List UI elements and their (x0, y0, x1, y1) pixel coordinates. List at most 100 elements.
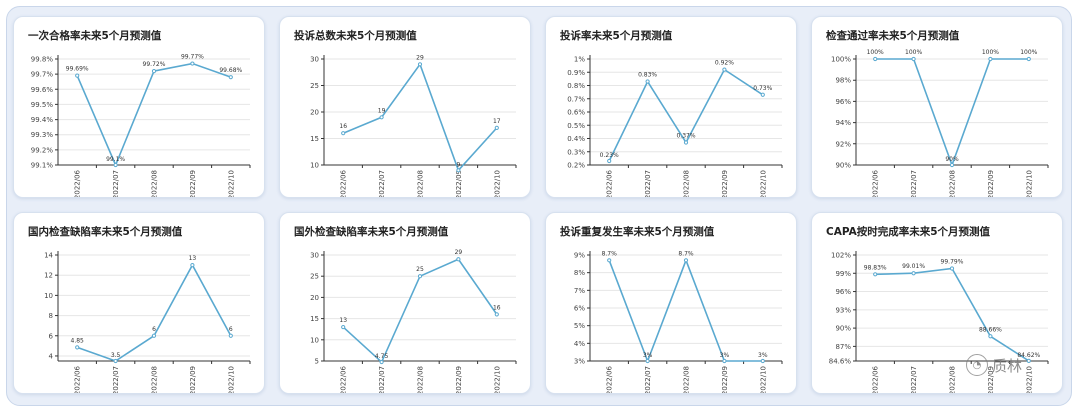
data-point (873, 56, 878, 62)
y-tick-label: 0.5% (567, 122, 585, 130)
y-tick-label: 99% (835, 270, 851, 278)
x-tick-label: 2022/06 (74, 365, 82, 394)
y-tick-label: 92% (835, 140, 851, 148)
y-tick-label: 3% (574, 358, 585, 366)
data-label: 19 (378, 107, 386, 114)
y-tick-label: 25 (310, 273, 319, 281)
y-tick-label: 0.9% (567, 69, 585, 77)
y-tick-label: 0.6% (567, 109, 585, 117)
x-tick-label: 2022/08 (151, 366, 159, 394)
data-label: 6 (229, 326, 233, 333)
data-label: 3.5 (111, 352, 121, 359)
chart-title: 检查通过率未来5个月预测值 (826, 30, 960, 42)
data-label: 4.75 (375, 353, 389, 360)
chart-svg: 0.2% 0.3% 0.4% 0.5% 0.6% 0.7% 0.8% 0.9% 1% 2022/0… (567, 55, 783, 198)
data-label: 3% (643, 352, 653, 359)
data-point (949, 266, 955, 271)
chart-card-complaint-rate: 投诉率未来5个月预测值 0.2% 0.3% 0.4% 0.5% 0.6% 0.7% 0.8%… (545, 16, 797, 198)
data-label: 13 (339, 317, 347, 324)
data-label: 99.01% (902, 263, 925, 270)
y-tick-label: 87% (835, 343, 851, 351)
y-tick-label: 14 (44, 252, 53, 260)
x-tick-label: 2022/08 (417, 366, 425, 394)
data-label: 84.62% (1017, 352, 1040, 359)
x-tick-label: 2022/10 (227, 366, 235, 394)
y-tick-label: 0.2% (567, 162, 585, 170)
y-tick-label: 8 (49, 312, 53, 320)
y-tick-label: 6 (49, 332, 54, 340)
data-point (456, 168, 461, 173)
data-point (722, 67, 727, 72)
x-tick-label: 2022/06 (606, 365, 614, 394)
data-label: 98.83% (864, 264, 887, 271)
data-point (494, 125, 499, 131)
chart-title: 国内检查缺陷率未来5个月预测值 (28, 226, 183, 238)
x-tick-label: 2022/07 (378, 366, 386, 394)
x-tick-label: 2022/08 (683, 170, 691, 198)
x-tick-label: 2022/06 (872, 169, 880, 198)
y-tick-label: 4% (574, 340, 585, 348)
y-tick-label: 25 (310, 82, 319, 90)
y-tick-label: 20 (310, 109, 319, 117)
x-tick-label: 2022/10 (759, 170, 767, 198)
x-tick-label: 2022/06 (606, 169, 614, 198)
y-tick-label: 7% (574, 287, 585, 295)
chart-title: 一次合格率未来5个月预测值 (28, 30, 162, 42)
data-label: 13 (189, 255, 197, 262)
data-point (190, 61, 195, 66)
data-label: 0.23% (600, 152, 619, 159)
x-tick-label: 2022/06 (340, 365, 348, 394)
series-line (608, 68, 764, 162)
data-point (1026, 358, 1031, 363)
data-label: 17 (493, 118, 501, 125)
chart-title: 投诉率未来5个月预测值 (560, 30, 673, 42)
data-label: 16 (493, 304, 501, 311)
data-label: 99.77% (181, 54, 204, 61)
chart-card-capa-ontime-rate: CAPA按时完成率未来5个月预测值 84.6% 87% 90% 93% 96% 99% 10… (811, 212, 1063, 394)
data-label: 3% (758, 352, 768, 359)
x-tick-label: 2022/09 (189, 366, 197, 394)
y-tick-label: 99.5% (31, 101, 54, 109)
x-tick-label: 2022/09 (455, 170, 463, 198)
data-label: 0.83% (638, 72, 657, 79)
data-point (417, 62, 423, 67)
y-tick-label: 100% (831, 56, 851, 64)
x-tick-label: 2022/08 (949, 170, 957, 198)
data-point (760, 358, 765, 364)
data-point (607, 158, 612, 164)
series-line (875, 267, 1030, 362)
dashboard-panel: 一次合格率未来5个月预测值 99.1% 99.2% 99.3% 99.4% 99.5% 9… (6, 6, 1072, 406)
chart-title: 投诉重复发生率未来5个月预测值 (560, 226, 715, 238)
chart-svg: 10 15 20 25 30 2022/06 2022/07 2022/08 2022/09 20… (310, 54, 517, 198)
x-tick-label: 2022/10 (1025, 366, 1033, 394)
y-tick-label: 5% (574, 322, 585, 330)
chart-svg: 90% 92% 94% 96% 98% 100% 2022/06 2022/07 2022/08… (831, 49, 1049, 198)
chat-bubble-icon: ◔ (966, 354, 988, 376)
x-tick-label: 2022/06 (74, 169, 82, 198)
y-tick-label: 96% (835, 98, 851, 106)
y-tick-label: 10 (310, 336, 319, 344)
data-label: 99.68% (219, 67, 242, 74)
data-label: 100% (867, 49, 884, 56)
y-tick-label: 98% (835, 77, 851, 85)
data-label: 100% (905, 49, 922, 56)
x-tick-label: 2022/10 (1025, 170, 1033, 198)
data-point (949, 162, 955, 168)
data-point (113, 358, 118, 364)
watermark-text: 质林 (992, 356, 1023, 375)
x-tick-label: 2022/10 (759, 366, 767, 394)
x-tick-label: 2022/08 (683, 366, 691, 394)
data-point (379, 115, 384, 120)
data-label: 90% (945, 156, 959, 163)
series-line (875, 58, 1029, 168)
data-point (607, 258, 612, 263)
data-point (417, 274, 423, 279)
y-tick-label: 99.3% (31, 131, 54, 139)
x-tick-label: 2022/07 (112, 366, 120, 394)
data-label: 3% (720, 352, 730, 359)
data-label: 99.72% (143, 61, 166, 68)
data-label: 0.73% (753, 85, 772, 92)
series-line (342, 62, 498, 172)
data-point (228, 333, 233, 338)
data-label: 0.92% (715, 60, 734, 67)
